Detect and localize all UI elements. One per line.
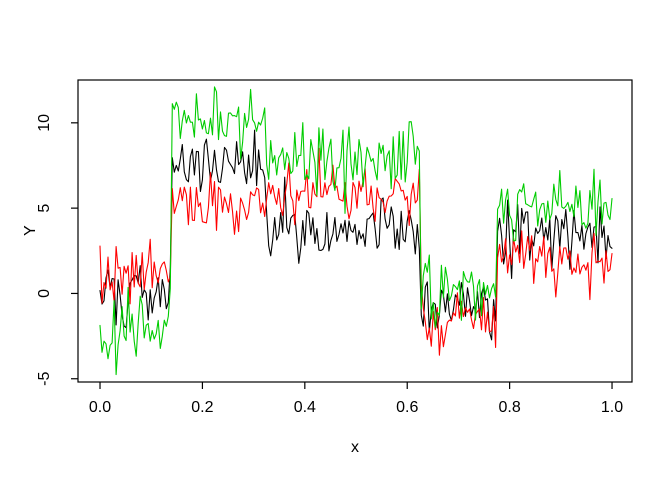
x-tick-label: 1.0 bbox=[601, 399, 623, 416]
series-red-line bbox=[99, 147, 613, 356]
x-tick-label: 0.8 bbox=[499, 399, 521, 416]
x-tick-label: 0.4 bbox=[294, 399, 316, 416]
y-tick-label: -5 bbox=[36, 372, 53, 386]
y-tick-label: 5 bbox=[36, 204, 53, 213]
plot-box bbox=[77, 79, 633, 383]
y-axis-title: Y bbox=[22, 225, 39, 237]
x-tick-label: 0.2 bbox=[191, 399, 213, 416]
y-tick-label: 10 bbox=[36, 114, 53, 132]
series-black-line bbox=[99, 129, 613, 341]
x-axis-title: x bbox=[351, 439, 359, 456]
series-green-line bbox=[99, 86, 613, 376]
x-tick-label: 0.6 bbox=[396, 399, 418, 416]
x-tick-label: 0.0 bbox=[89, 399, 111, 416]
y-tick-label: 0 bbox=[36, 289, 53, 298]
